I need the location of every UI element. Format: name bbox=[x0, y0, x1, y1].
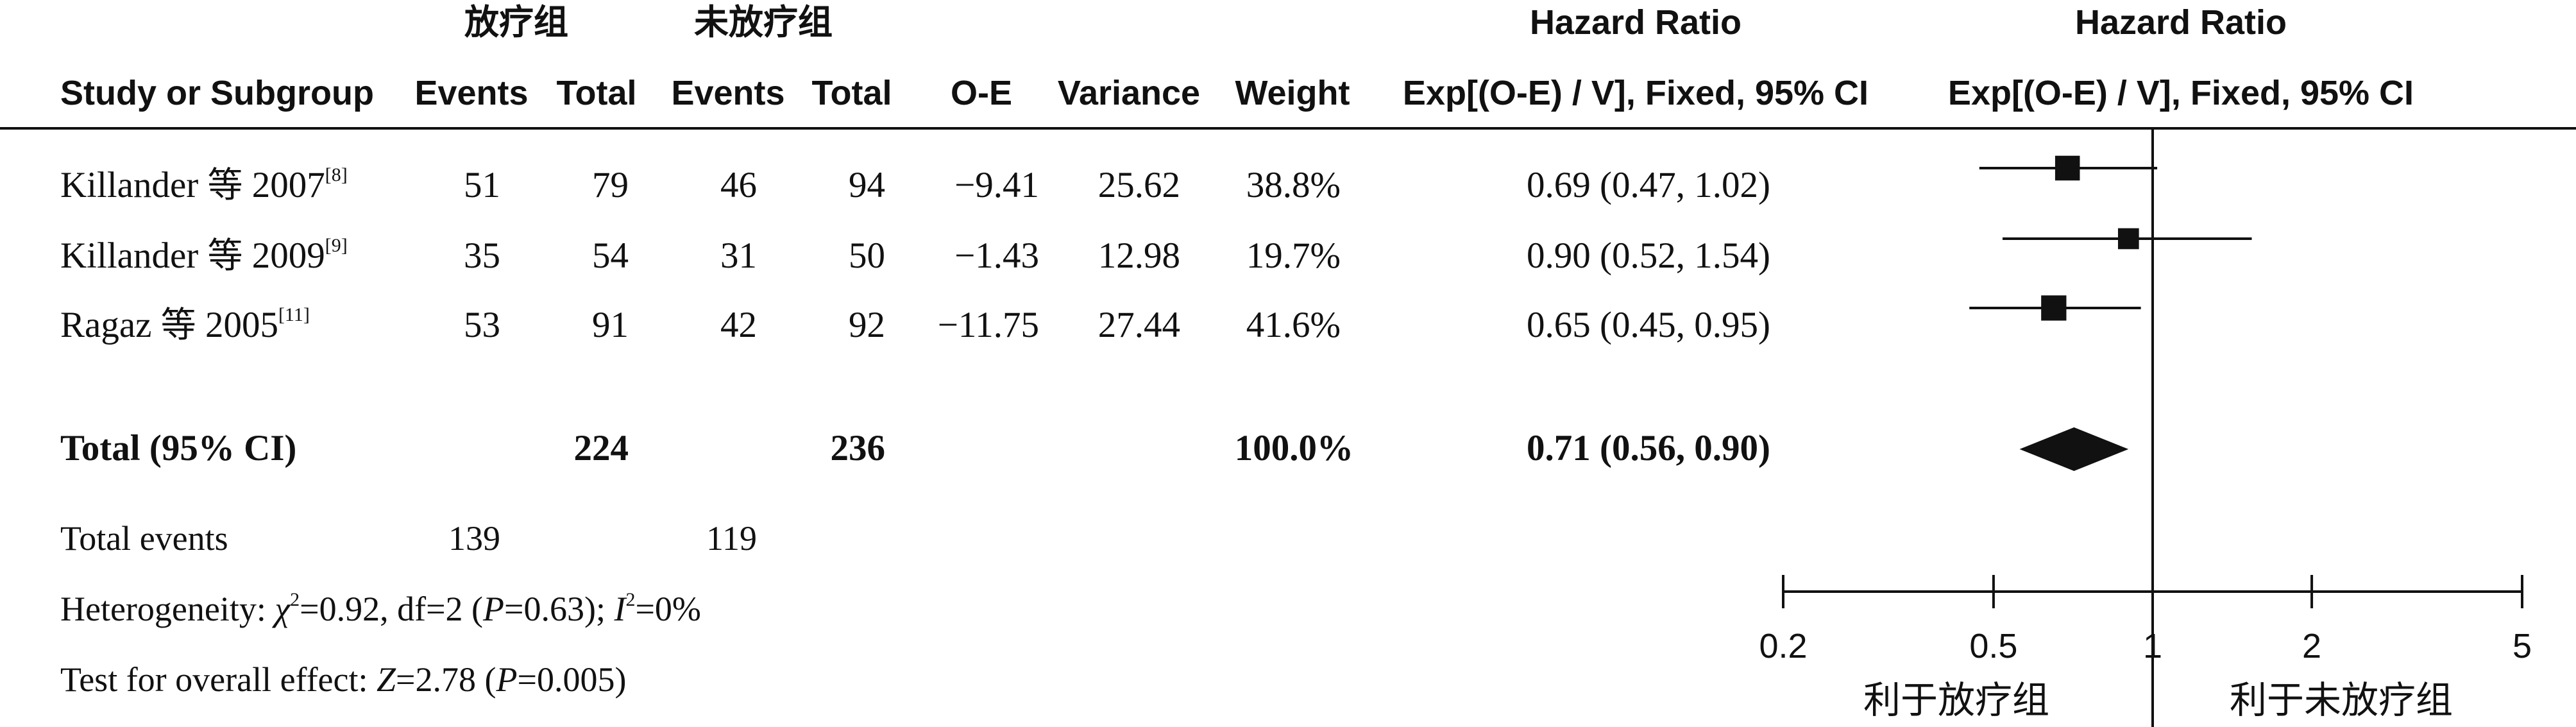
oe-value: −1.43 bbox=[954, 235, 1039, 276]
p-value: =0.005) bbox=[517, 660, 627, 699]
untreated-total: 50 bbox=[849, 235, 885, 276]
pooled-diamond bbox=[2019, 427, 2129, 471]
z-symbol: Z bbox=[377, 660, 396, 699]
treated-total: 79 bbox=[592, 165, 629, 205]
study-label: Killander 等 2007[8] bbox=[60, 164, 348, 205]
col-header-hr: Exp[(O-E) / V], Fixed, 95% CI bbox=[1402, 74, 1869, 112]
study-reference: [8] bbox=[325, 164, 348, 185]
study-mark bbox=[2002, 228, 2252, 250]
study-year: 2007 bbox=[251, 165, 325, 205]
total-events-untreated: 119 bbox=[706, 519, 757, 558]
plot-hazard-ratio-super-header: Hazard Ratio bbox=[2074, 3, 2287, 42]
heterogeneity-text: Heterogeneity: χ2=0.92, df=2 (P=0.63); I… bbox=[60, 589, 701, 628]
untreated-events: 42 bbox=[720, 305, 757, 345]
hr-text: 0.69 (0.47, 1.02) bbox=[1527, 165, 1770, 205]
p-symbol: P bbox=[496, 660, 518, 699]
axis-tick-label: 1 bbox=[2142, 627, 2163, 665]
col-header-variance: Variance bbox=[1057, 74, 1201, 112]
axis-tick-label: 2 bbox=[2302, 627, 2322, 665]
study-reference: [9] bbox=[325, 235, 348, 256]
total-label: Total (95% CI) bbox=[60, 428, 297, 468]
point-estimate-square bbox=[2117, 228, 2139, 250]
study-etal: 等 bbox=[207, 235, 243, 276]
untreated-total: 94 bbox=[849, 165, 885, 205]
study-reference: [11] bbox=[278, 304, 310, 325]
col-header-treated-total: Total bbox=[556, 74, 637, 112]
group-header-untreated: 未放疗组 bbox=[694, 2, 833, 42]
hr-text: 0.65 (0.45, 0.95) bbox=[1527, 305, 1770, 345]
variance-value: 12.98 bbox=[1097, 235, 1180, 276]
untreated-events: 31 bbox=[720, 235, 757, 276]
col-header-untreated-events: Events bbox=[671, 74, 785, 112]
weight-value: 38.8% bbox=[1246, 165, 1341, 205]
axis-tick-label: 5 bbox=[2512, 627, 2532, 665]
i-symbol: I bbox=[614, 590, 626, 628]
study-author: Ragaz bbox=[60, 305, 152, 345]
treated-events: 51 bbox=[464, 165, 500, 205]
total-untreated: 236 bbox=[830, 428, 886, 468]
study-marks bbox=[1969, 155, 2252, 321]
total-events-label: Total events bbox=[60, 519, 228, 558]
study-mark bbox=[1979, 155, 2158, 181]
heterogeneity-prefix: Heterogeneity: bbox=[60, 590, 275, 628]
study-label: Ragaz 等 2005[11] bbox=[60, 304, 310, 345]
favours-left-label: 利于放疗组 bbox=[1863, 678, 2049, 722]
axis-tick-label: 0.5 bbox=[1969, 627, 2018, 665]
col-header-oe: O-E bbox=[950, 74, 1012, 112]
col-header-weight: Weight bbox=[1235, 74, 1350, 112]
oe-value: −9.41 bbox=[954, 165, 1039, 205]
i-value: =0% bbox=[635, 590, 701, 628]
point-estimate-square bbox=[2041, 295, 2067, 321]
hr-text: 0.90 (0.52, 1.54) bbox=[1527, 235, 1770, 276]
z-value: =2.78 ( bbox=[396, 660, 496, 699]
treated-events: 35 bbox=[464, 235, 500, 276]
study-mark bbox=[1969, 295, 2141, 321]
variance-value: 25.62 bbox=[1097, 165, 1180, 205]
chi-symbol: χ bbox=[275, 590, 291, 628]
total-hr-text: 0.71 (0.56, 0.90) bbox=[1527, 428, 1770, 468]
group-header-treated: 放疗组 bbox=[464, 2, 568, 42]
col-header-plot: Exp[(O-E) / V], Fixed, 95% CI bbox=[1947, 74, 2414, 112]
overall-effect-prefix: Test for overall effect: bbox=[60, 660, 377, 699]
weight-value: 19.7% bbox=[1246, 235, 1341, 276]
hazard-ratio-super-header: Hazard Ratio bbox=[1529, 3, 1742, 42]
axis-tick-label: 0.2 bbox=[1759, 627, 1808, 665]
treated-total: 91 bbox=[592, 305, 629, 345]
study-author: Killander bbox=[60, 235, 199, 276]
study-etal: 等 bbox=[160, 304, 196, 345]
overall-effect-text: Test for overall effect: Z=2.78 (P=0.005… bbox=[60, 662, 626, 697]
col-header-study: Study or Subgroup bbox=[60, 74, 374, 112]
axis-ticks bbox=[1782, 575, 2523, 608]
study-label: Killander 等 2009[9] bbox=[60, 235, 348, 276]
treated-total: 54 bbox=[592, 235, 629, 276]
p-value: =0.63); bbox=[504, 590, 614, 628]
study-year: 2009 bbox=[251, 235, 325, 276]
study-author: Killander bbox=[60, 165, 199, 205]
study-year: 2005 bbox=[205, 305, 278, 345]
chi-value: =0.92, df=2 ( bbox=[300, 590, 484, 628]
untreated-total: 92 bbox=[849, 305, 885, 345]
col-header-treated-events: Events bbox=[414, 74, 529, 112]
variance-value: 27.44 bbox=[1097, 305, 1180, 345]
treated-events: 53 bbox=[464, 305, 500, 345]
total-events-treated: 139 bbox=[448, 519, 500, 558]
study-etal: 等 bbox=[207, 164, 243, 205]
p-symbol: P bbox=[483, 590, 505, 628]
col-header-untreated-total: Total bbox=[811, 74, 892, 112]
total-weight: 100.0% bbox=[1234, 428, 1353, 468]
favours-right-label: 利于未放疗组 bbox=[2229, 678, 2453, 722]
total-treated: 224 bbox=[573, 428, 629, 468]
weight-value: 41.6% bbox=[1246, 305, 1341, 345]
oe-value: −11.75 bbox=[937, 305, 1039, 345]
point-estimate-square bbox=[2055, 155, 2080, 181]
untreated-events: 46 bbox=[720, 165, 757, 205]
